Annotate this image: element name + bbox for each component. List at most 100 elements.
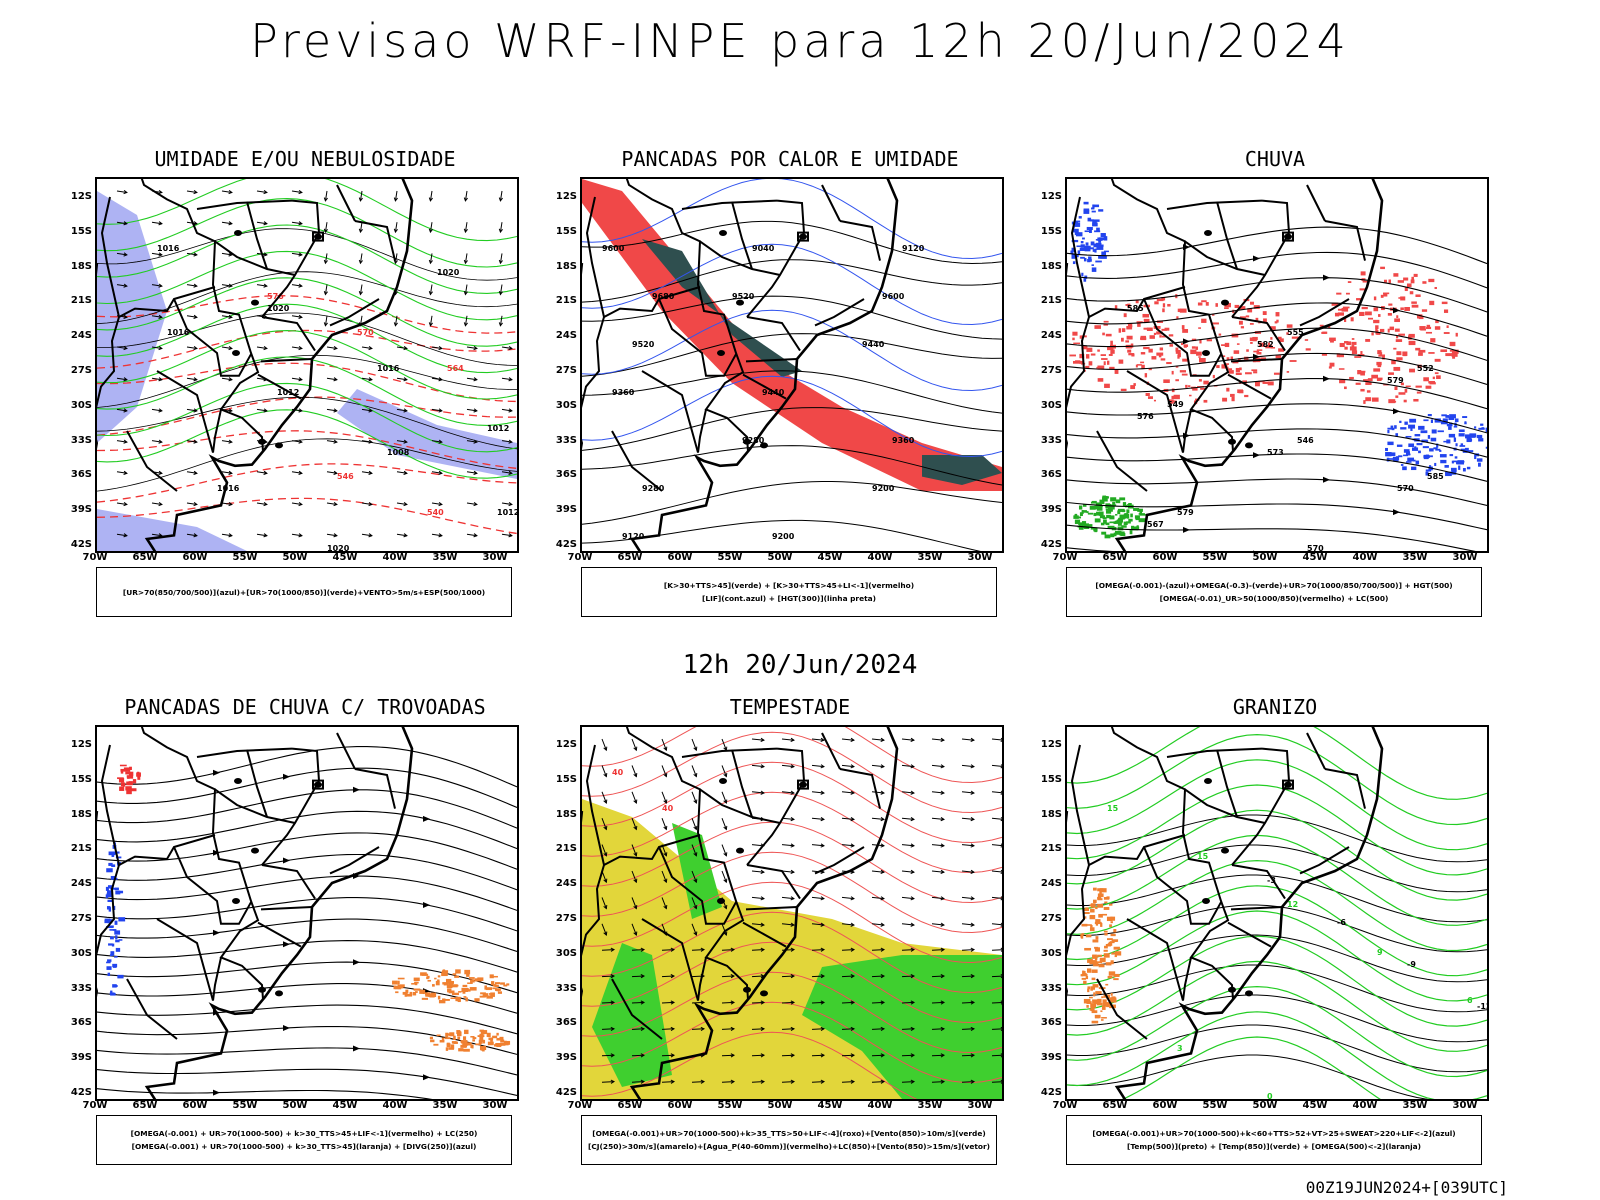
wind850-vector	[691, 791, 697, 804]
wind-vector	[221, 471, 232, 474]
omega-orange-cells	[1097, 998, 1102, 1003]
wind-vector	[221, 252, 232, 256]
wind-vector-head	[463, 291, 468, 296]
contour-label: 579	[1387, 376, 1404, 385]
wind850-vector-head	[633, 746, 638, 752]
rain-blue-cells	[1462, 468, 1466, 472]
rain-red-cells	[1346, 341, 1351, 346]
wind-vector-head	[228, 408, 233, 413]
rain-red-cells	[1387, 328, 1390, 333]
wind850-vector-head	[820, 896, 825, 901]
streamline-250	[97, 1088, 433, 1099]
wind850-vector-head	[663, 852, 668, 857]
rain-red-cells	[1224, 302, 1231, 308]
wind-vector	[361, 502, 372, 505]
thunder-orange-cells	[397, 980, 400, 985]
rain-red-cells	[1253, 371, 1258, 374]
wind850-vector-head	[603, 799, 608, 804]
wind-vector	[256, 346, 267, 349]
wind-vector-head	[463, 322, 468, 327]
wind-vector	[116, 252, 127, 256]
lake-marker	[719, 230, 727, 236]
wind-vector	[291, 502, 302, 505]
thunder-red-cells	[119, 786, 125, 791]
thunder-orange-cells	[421, 973, 429, 976]
omega-orange-cells	[1080, 974, 1084, 977]
thunder-orange-cells	[427, 979, 432, 982]
rain-green-cells	[1106, 511, 1111, 514]
wind-vector-head	[358, 291, 363, 296]
wind-vector	[501, 471, 512, 474]
thunder-orange-cells	[479, 1036, 484, 1040]
rain-red-cells	[1228, 370, 1234, 374]
omega-orange-cells	[1110, 992, 1113, 996]
thunder-orange-cells	[494, 988, 501, 991]
rain-red-cells	[1351, 341, 1357, 345]
wind850-vector	[841, 844, 854, 847]
border-line	[1184, 788, 1266, 824]
latitude-tick-label: 30S	[1040, 947, 1062, 959]
wind-vector-head	[193, 470, 198, 475]
wind-vector-head	[473, 533, 478, 538]
rain-red-cells	[1195, 346, 1199, 350]
longitude-tick-label: 30W	[482, 1100, 508, 1111]
rain-red-cells	[1182, 358, 1189, 362]
rain-green-cells	[1111, 505, 1115, 510]
streamline-250-arrowhead	[423, 815, 430, 822]
rain-blue-cells	[1385, 447, 1388, 452]
rain-blue-cells	[1390, 425, 1394, 429]
contour-label: 9120	[622, 532, 645, 541]
thunder-red-cells	[119, 764, 127, 767]
wind850-vector	[841, 1081, 855, 1083]
rain-green-cells	[1097, 503, 1102, 509]
thunder-orange-cells	[455, 996, 461, 1002]
wind-vector-head	[333, 377, 338, 382]
wind850-vector	[961, 1054, 975, 1057]
thunder-orange-cells	[492, 975, 498, 978]
panel-legend: [OMEGA(-0.001)+UR>70(1000-500)+k<60+TTS>…	[1066, 1115, 1482, 1165]
wind850-vector-head	[633, 905, 638, 910]
border-line	[97, 864, 120, 998]
thunder-orange-cells	[448, 1047, 455, 1050]
rain-red-cells	[1440, 349, 1448, 353]
wind850-vector-head	[1000, 790, 1002, 795]
wind-vector	[116, 284, 127, 287]
rain-blue-cells	[1079, 247, 1087, 251]
rain-red-cells	[1142, 313, 1150, 318]
rain-red-cells	[1179, 308, 1187, 313]
wind-vector-head	[158, 345, 163, 351]
streamline-250	[97, 918, 517, 953]
divergence-blue-cells	[112, 929, 117, 931]
divergence-blue-cells	[107, 890, 112, 894]
latitude-tick-label: 36S	[1040, 469, 1062, 481]
wind-vector-head	[358, 259, 363, 265]
rain-red-cells	[1201, 300, 1207, 303]
legend-line: [OMEGA(-0.001) + UR>70(1000-500) + k>30_…	[131, 1142, 477, 1151]
streamline-250	[97, 940, 517, 973]
rain-red-cells	[1395, 339, 1403, 342]
rain-blue-cells	[1398, 455, 1403, 458]
wind850-vector-head	[1000, 1079, 1002, 1084]
contour-label: 9280	[642, 484, 665, 493]
divergence-blue-cells	[110, 951, 115, 956]
rain-blue-cells	[1076, 245, 1083, 248]
wind-vector	[221, 440, 232, 443]
panel-legend: [K>30+TTS>45](verde) + [K>30+TTS>45+LI<-…	[581, 567, 997, 617]
rain-green-cells	[1123, 513, 1130, 519]
thunder-orange-cells	[492, 984, 497, 987]
contour-label: 540	[427, 508, 444, 517]
rain-green-cells	[1106, 514, 1111, 519]
wind850-vector	[931, 896, 944, 900]
humidity-contour-green	[97, 277, 517, 347]
rain-red-cells	[1106, 360, 1110, 365]
rain-blue-cells	[1450, 467, 1457, 471]
rain-blue-cells	[1449, 414, 1456, 419]
rain-red-cells	[1168, 334, 1174, 337]
wind850-vector	[661, 738, 667, 751]
rain-blue-cells	[1433, 447, 1438, 450]
rain-red-cells	[1434, 372, 1439, 375]
wind850-vector	[751, 1054, 765, 1057]
wind850-vector-head	[940, 1000, 946, 1005]
longitude-tick-label: 50W	[767, 552, 793, 563]
border-line	[697, 409, 707, 453]
